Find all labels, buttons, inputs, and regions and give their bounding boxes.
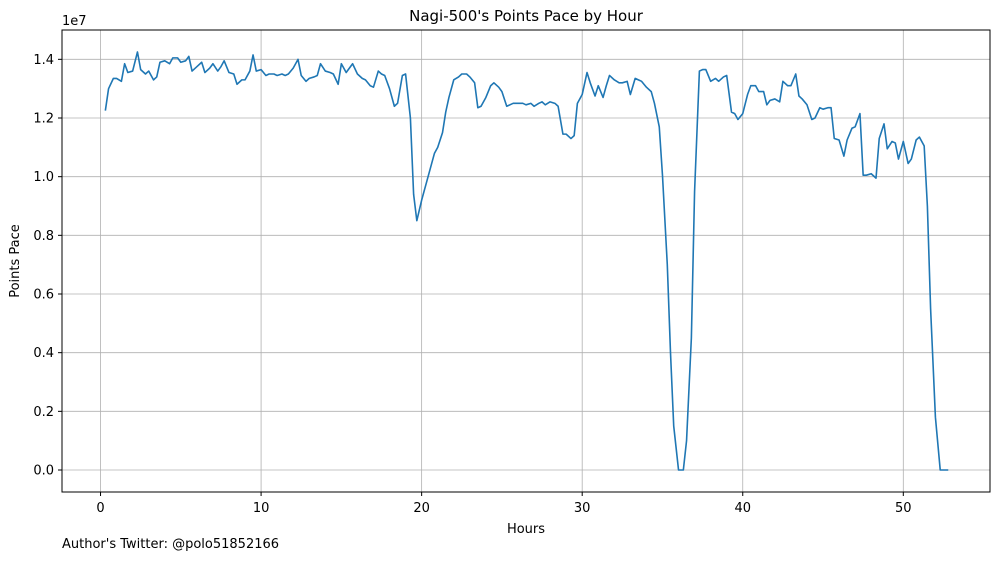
series-line-points-pace — [104, 51, 949, 471]
y-tick-label: 1.2 — [33, 112, 54, 127]
y-tick-label: 0.4 — [33, 346, 54, 361]
y-tick-label: 1.0 — [33, 170, 54, 185]
plot-frame — [61, 29, 991, 493]
y-axis-ticks: 0.0 0.2 0.4 0.6 0.8 1.0 1.2 1.4 — [33, 53, 62, 479]
x-axis-label: Hours — [507, 522, 545, 537]
y-tick-label: 0.8 — [33, 229, 54, 244]
y-axis-offset-label: 1e7 — [62, 14, 87, 29]
x-tick-label: 0 — [96, 501, 104, 516]
y-tick-label: 1.4 — [33, 53, 54, 68]
x-tick-label: 50 — [895, 501, 912, 516]
grid-lines — [62, 30, 990, 492]
y-axis-label: Points Pace — [8, 224, 23, 298]
y-tick-label: 0.6 — [33, 288, 54, 303]
y-tick-label: 0.0 — [33, 464, 54, 479]
y-tick-label: 0.2 — [33, 405, 54, 420]
x-tick-label: 20 — [413, 501, 430, 516]
x-tick-label: 30 — [574, 501, 591, 516]
x-axis-ticks: 0 10 20 30 40 50 — [96, 492, 912, 516]
author-credit: Author's Twitter: @polo51852166 — [62, 537, 280, 552]
x-tick-label: 40 — [734, 501, 751, 516]
x-tick-label: 10 — [253, 501, 270, 516]
chart-title: Nagi-500's Points Pace by Hour — [409, 7, 644, 25]
